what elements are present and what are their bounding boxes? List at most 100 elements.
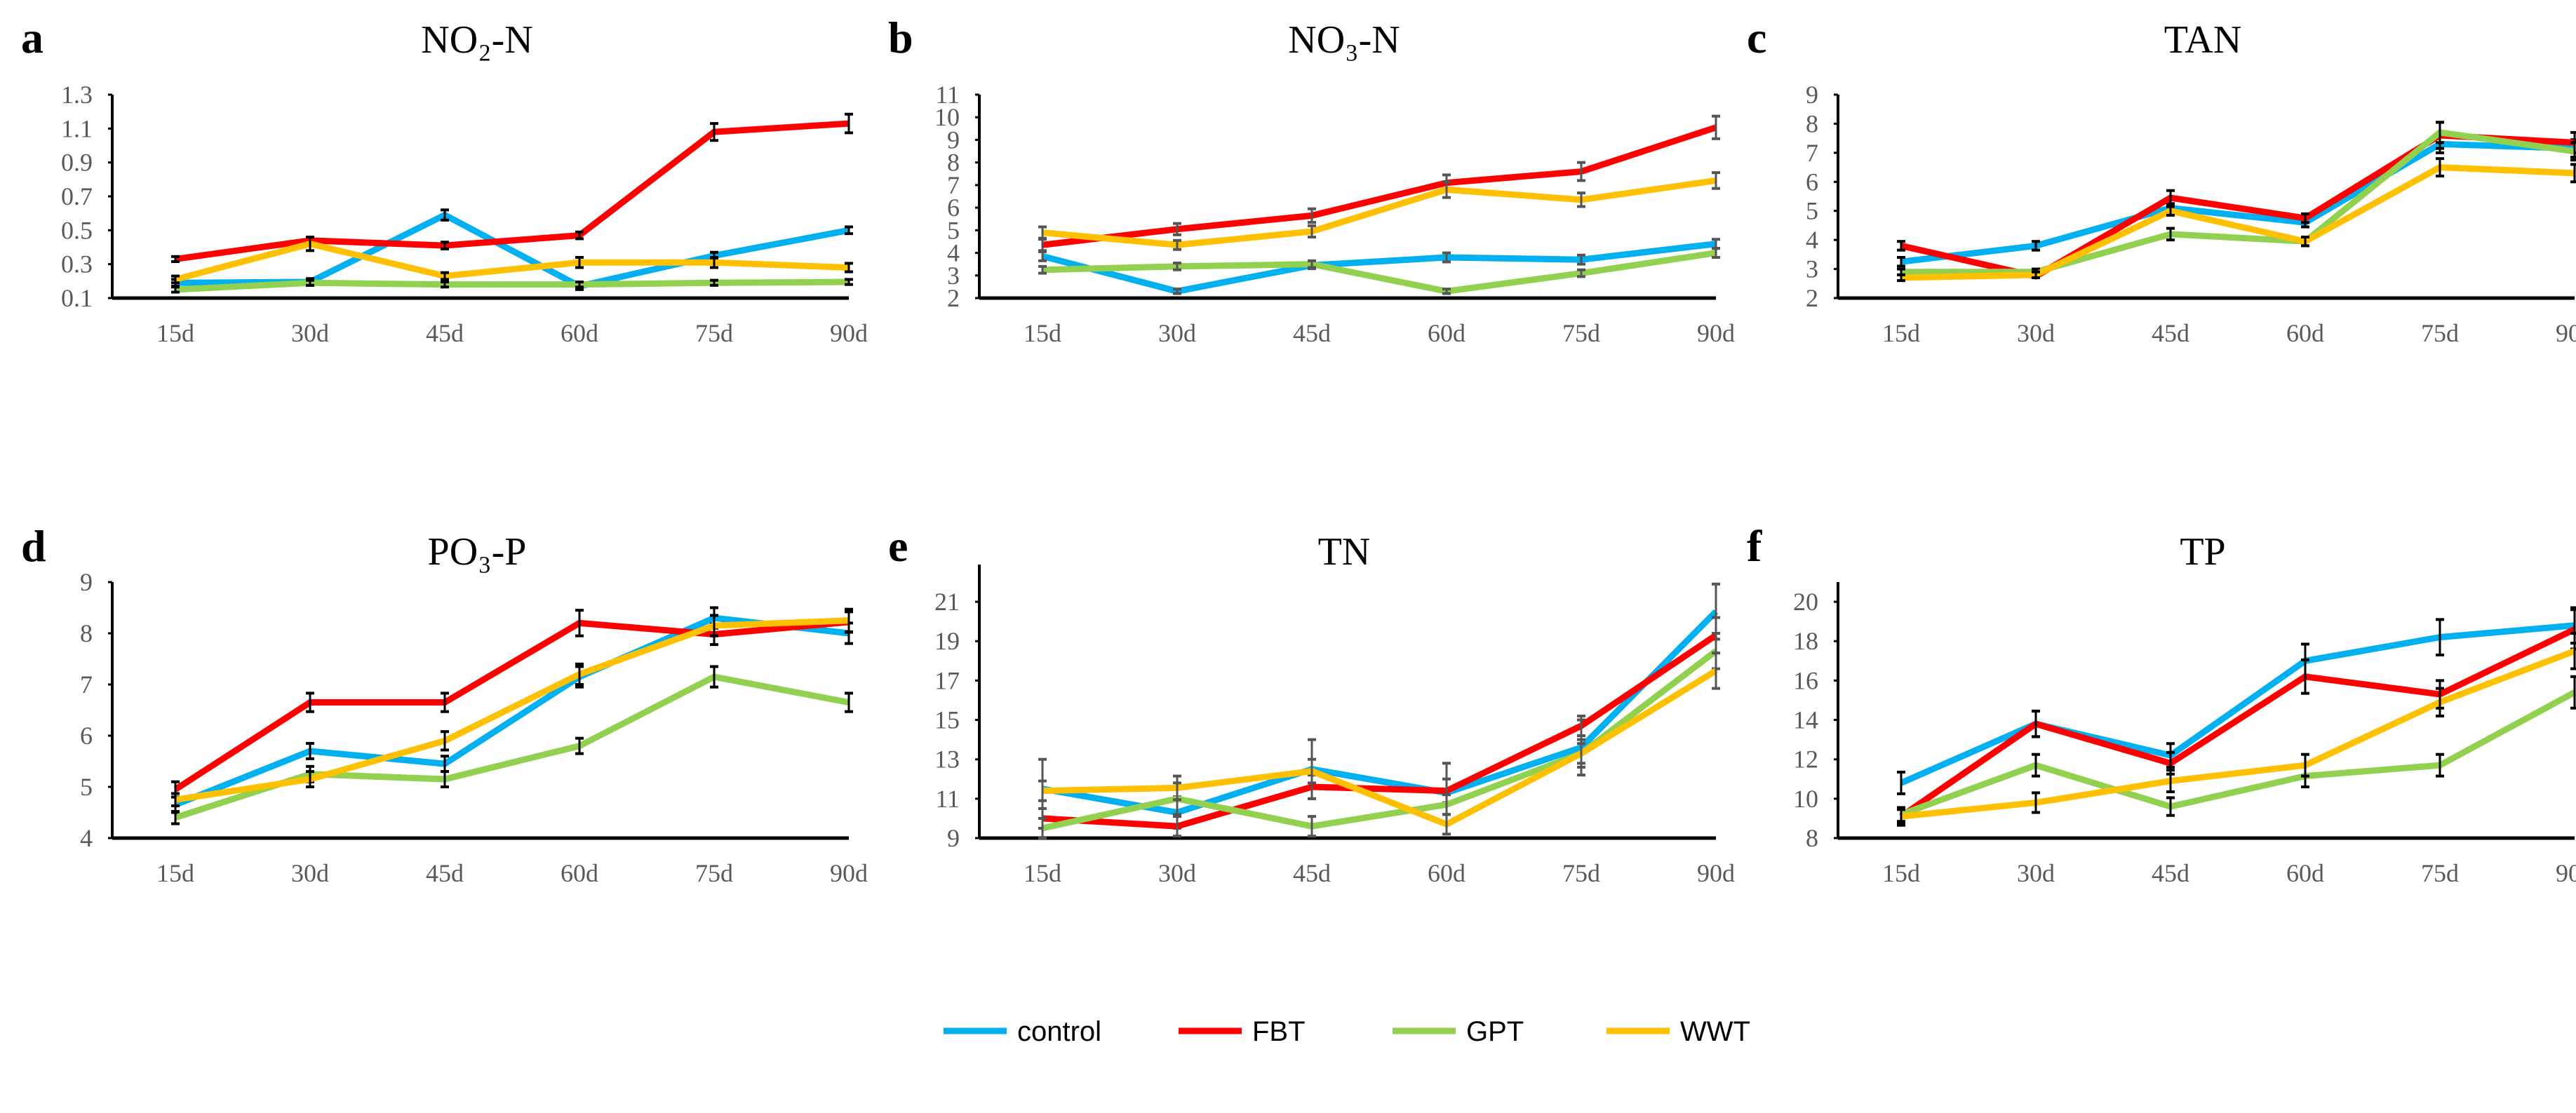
- legend: control FBT GPT WWT: [944, 1016, 1750, 1047]
- x-tick-label: 15d: [156, 319, 194, 347]
- error-bar: [1897, 240, 1905, 252]
- series-line-GPT: [175, 278, 850, 293]
- y-tick-label: 3: [947, 262, 960, 290]
- error-bar: [441, 271, 449, 281]
- error-bar: [171, 255, 180, 264]
- x-tick-label: 45d: [2152, 859, 2189, 887]
- error-bar: [1712, 171, 1720, 190]
- y-tick-label: 6: [80, 722, 93, 750]
- x-tick-label: 60d: [2286, 319, 2324, 347]
- error-bar: [1038, 779, 1047, 802]
- y-tick-label: 18: [1793, 627, 1818, 655]
- series-line-WWT: [1900, 164, 2575, 281]
- series-line-FBT: [1042, 633, 1718, 830]
- error-bar: [2301, 212, 2309, 224]
- series-GPT: [1038, 247, 1720, 295]
- panel-label: e: [888, 521, 908, 571]
- y-tick-label: 8: [1806, 109, 1818, 137]
- x-tick-label: 15d: [156, 859, 194, 887]
- error-bar: [845, 692, 853, 713]
- series-WWT: [171, 236, 853, 285]
- error-bar: [1577, 191, 1585, 208]
- y-tick-label: 17: [934, 666, 960, 694]
- legend-label: FBT: [1252, 1016, 1306, 1047]
- error-bar: [845, 607, 853, 633]
- x-tick-label: 60d: [1428, 319, 1465, 347]
- error-bar: [2032, 270, 2040, 279]
- error-bar: [2436, 753, 2444, 778]
- x-tick-label: 15d: [1024, 319, 1061, 347]
- error-bar: [306, 236, 314, 252]
- x-tick-label: 60d: [1428, 859, 1465, 887]
- error-bar: [1173, 774, 1181, 802]
- series-line-FBT: [175, 120, 850, 262]
- y-tick-label: 7: [80, 670, 93, 699]
- y-tick-label: 0.1: [61, 284, 93, 312]
- error-bar: [710, 278, 718, 287]
- error-bar: [575, 256, 584, 269]
- error-bar: [710, 665, 718, 689]
- y-tick-label: 7: [947, 171, 960, 199]
- series-WWT: [1038, 652, 1720, 836]
- series-line-GPT: [1042, 250, 1717, 295]
- x-tick-label: 15d: [1882, 859, 1920, 887]
- y-tick-label: 6: [1806, 168, 1818, 196]
- error-bar: [441, 208, 449, 222]
- error-bar: [1308, 259, 1316, 269]
- series-line-FBT: [1899, 626, 2576, 819]
- error-bar: [710, 614, 718, 638]
- series-line-WWT: [1042, 177, 1717, 248]
- y-tick-label: 16: [1793, 666, 1818, 694]
- error-bar: [845, 225, 853, 236]
- error-bar: [1308, 224, 1316, 238]
- series-line-control: [174, 614, 850, 808]
- x-tick-label: 15d: [1882, 319, 1920, 347]
- series-WWT: [171, 607, 853, 808]
- series-WWT: [1897, 632, 2576, 825]
- y-tick-label: 21: [934, 588, 960, 616]
- error-bar: [2301, 236, 2309, 248]
- error-bar: [306, 770, 314, 788]
- y-tick-label: 9: [947, 824, 960, 852]
- y-tick-label: 5: [947, 216, 960, 244]
- error-bar: [441, 241, 449, 250]
- error-bar: [1712, 114, 1720, 140]
- error-bar: [845, 278, 853, 286]
- y-tick-label: 8: [80, 619, 93, 647]
- y-tick-label: 5: [80, 773, 93, 801]
- error-bar: [1897, 770, 1905, 795]
- y-tick-label: 4: [1806, 226, 1818, 254]
- error-bar: [2436, 687, 2444, 717]
- error-bar: [2436, 618, 2444, 656]
- y-tick-label: 11: [935, 785, 960, 813]
- x-tick-label: 45d: [426, 319, 464, 347]
- error-bar: [1173, 238, 1181, 251]
- error-bar: [845, 112, 853, 135]
- panel-title: PO₃-P: [428, 530, 527, 574]
- error-bar: [1173, 222, 1181, 236]
- series-FBT: [171, 112, 853, 264]
- legend-label: GPT: [1466, 1016, 1524, 1047]
- x-tick-label: 30d: [291, 319, 329, 347]
- error-bar: [1038, 264, 1047, 275]
- error-bar: [441, 281, 449, 289]
- panel-title: TN: [1318, 530, 1371, 574]
- series-line-GPT: [1901, 129, 2575, 276]
- error-bar: [575, 230, 584, 241]
- series-control: [1897, 606, 2576, 795]
- x-tick-label: 75d: [1562, 319, 1600, 347]
- x-tick-label: 30d: [1158, 319, 1196, 347]
- panel-label: a: [21, 13, 43, 62]
- legend-label: WWT: [1680, 1016, 1750, 1047]
- error-bar: [2166, 227, 2175, 242]
- error-bar: [441, 730, 449, 752]
- error-bar: [1442, 813, 1451, 836]
- error-bar: [1173, 815, 1181, 838]
- error-bar: [1712, 247, 1720, 259]
- y-tick-label: 20: [1793, 588, 1818, 616]
- y-tick-label: 12: [1793, 746, 1818, 774]
- y-tick-label: 10: [934, 103, 960, 131]
- x-tick-label: 60d: [561, 859, 598, 887]
- error-bar: [2570, 141, 2576, 162]
- y-tick-label: 2: [947, 284, 960, 312]
